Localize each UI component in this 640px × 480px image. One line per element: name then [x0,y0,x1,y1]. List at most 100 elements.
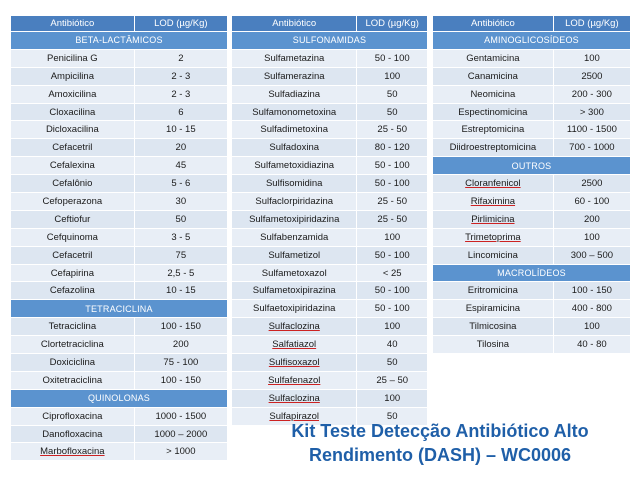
antibiotic-name-cell: Sulfabenzamida [230,227,358,247]
antibiotic-name-cell: Espiramicina [432,299,554,319]
antibiotic-name-cell: Ceftiofur [10,209,135,229]
lod-value-cell: 100 [356,66,428,86]
table-row: Sulfamerazina 100 [230,66,428,86]
lod-value-cell: 1000 – 2000 [133,424,229,444]
table-row: Cefacetril 75 [10,245,229,265]
lod-value-cell: 25 - 50 [356,209,428,229]
table-row: Ciprofloxacina 1000 - 1500 [10,406,229,426]
table-row: Ceftiofur 50 [10,209,229,229]
antibiotic-name-cell: Pirlimicina [432,209,554,229]
section-header-row: SULFONAMIDAS [231,31,428,50]
antibiotic-name-cell: Tetraciclina [10,317,135,337]
table-row: Tilmicosina 100 [432,317,632,337]
lod-value-cell: 50 - 100 [356,299,428,319]
table-row: Sulfisomidina 50 - 100 [230,174,428,194]
table-row: Cefacetril 20 [10,138,229,158]
table-row: Cloxacilina 6 [10,102,229,122]
antibiotic-name-cell: Marbofloxacina [10,442,135,462]
lod-value-cell: 50 [133,209,229,229]
lod-value-cell: 100 - 150 [133,370,229,390]
lod-value-cell: 10 - 15 [133,120,229,140]
lod-value-cell: 5 - 6 [133,174,229,194]
antibiotic-name-cell: Gentamicina [432,48,554,68]
antibiotic-name-cell: Cefazolina [10,281,135,301]
antibiotic-name-cell: Sulfisomidina [230,174,358,194]
lod-value-cell: 45 [133,156,229,176]
lod-value-cell: 100 [356,317,428,337]
lod-value-cell: 1100 - 1500 [552,120,632,140]
antibiotic-name-cell: Cefquinoma [10,227,135,247]
lod-value-cell: 2,5 - 5 [133,263,229,283]
table-row: Sulfadimetoxina 25 - 50 [230,120,428,140]
antibiotic-name-cell: Sulfametoxidiazina [230,156,358,176]
antibiotic-name-cell: Cefalônio [10,174,135,194]
table-row: Cefoperazona 30 [10,192,229,211]
antibiotic-name-cell: Salfatiazol [230,335,358,355]
antibiotic-name-cell: Lincomicina [432,245,554,265]
section-title: AMINOGLICOSÍDEOS [432,31,631,50]
antibiotic-name-cell: Cefapirina [10,263,135,283]
lod-value-cell: 30 [133,192,229,211]
table-row: Clortetraciclina 200 [10,335,229,355]
antibiotic-name-cell: Tilosina [432,335,554,355]
antibiotic-name-cell: Sulfamerazina [230,66,358,86]
lod-value-cell: 50 - 100 [356,245,428,265]
lod-value-cell: 50 - 100 [356,281,428,301]
lod-value-cell: > 1000 [133,442,229,462]
lod-value-cell: 25 - 50 [356,192,428,211]
antibiotic-name-cell: Neomicina [432,84,554,104]
antibiotic-name-cell: Sulfaetoxipiridazina [230,299,358,319]
antibiotic-name-cell: Amoxicilina [10,84,135,104]
table-row: Oxitetraciclina 100 - 150 [10,370,229,390]
antibiotic-name-cell: Sulfametoxazol [230,263,358,283]
antibiotic-name-cell: Sulfametazina [230,48,358,68]
table-row: Tilosina 40 - 80 [432,335,632,355]
antibiotic-name-cell: Ampicilina [10,66,135,86]
antibiotic-name-cell: Sulfadimetoxina [230,120,358,140]
section-title: OUTROS [432,156,631,176]
product-title-line-1: Kit Teste Detecção Antibiótico Alto [291,421,589,441]
antibiotic-name-cell: Cefacetril [10,138,135,158]
lod-value-cell: 6 [133,102,229,122]
table-row: Cefapirina 2,5 - 5 [10,263,229,283]
lod-value-cell: 2 - 3 [133,66,229,86]
lod-value-cell: 700 - 1000 [552,138,632,158]
table-row: Cefalexina 45 [10,156,229,176]
antibiotic-name-cell: Sulfafenazol [230,370,358,390]
table-row: Sulfametizol 50 - 100 [230,245,428,265]
section-header-row: AMINOGLICOSÍDEOS [432,31,631,50]
antibiotic-name-cell: Oxitetraciclina [10,370,135,390]
table-row: Rifaximina 60 - 100 [432,192,632,211]
table-row: Sulfabenzamida 100 [230,227,428,247]
lod-value-cell: 50 - 100 [356,156,428,176]
table-row: Sulfaetoxipiridazina 50 - 100 [230,299,428,319]
table-row: Diidroestreptomicina 700 - 1000 [432,138,632,158]
lod-value-cell: 50 [356,353,428,372]
lod-value-cell: 200 - 300 [552,84,632,104]
table-row: Sulfaclorpiridazina 25 - 50 [230,192,428,211]
table-row: Gentamicina 100 [432,48,632,68]
antibiotic-name-cell: Doxiciclina [10,353,135,372]
section-header-row: TETRACICLINA [10,299,228,319]
table-row: Marbofloxacina > 1000 [10,442,229,462]
table-row: Estreptomicina 1100 - 1500 [432,120,632,140]
table-row: Danofloxacina 1000 – 2000 [10,424,229,444]
table-row: Cefazolina 10 - 15 [10,281,229,301]
lod-value-cell: 100 [552,317,632,337]
antibiotic-table-2: Antibiótico LOD (µg/Kg) SULFONAMIDAS Sulf… [230,15,428,426]
antibiotic-name-cell: Cloxacilina [10,102,135,122]
lod-value-cell: 75 [133,245,229,265]
lod-value-cell: 20 [133,138,229,158]
table-row: Neomicina 200 - 300 [432,84,632,104]
header-antibiotico: Antibiótico [10,15,135,32]
table-row: Sulfadoxina 80 - 120 [230,138,428,158]
table-row: Salfatiazol 40 [230,335,428,355]
lod-value-cell: 300 – 500 [552,245,632,265]
lod-value-cell: 40 [356,335,428,355]
lod-value-cell: 100 [356,388,428,408]
table-row: Tetraciclina 100 - 150 [10,317,229,337]
antibiotic-name-cell: Sulfamonometoxina [230,102,358,122]
antibiotic-name-cell: Trimetoprima [432,227,554,247]
lod-value-cell: 3 - 5 [133,227,229,247]
